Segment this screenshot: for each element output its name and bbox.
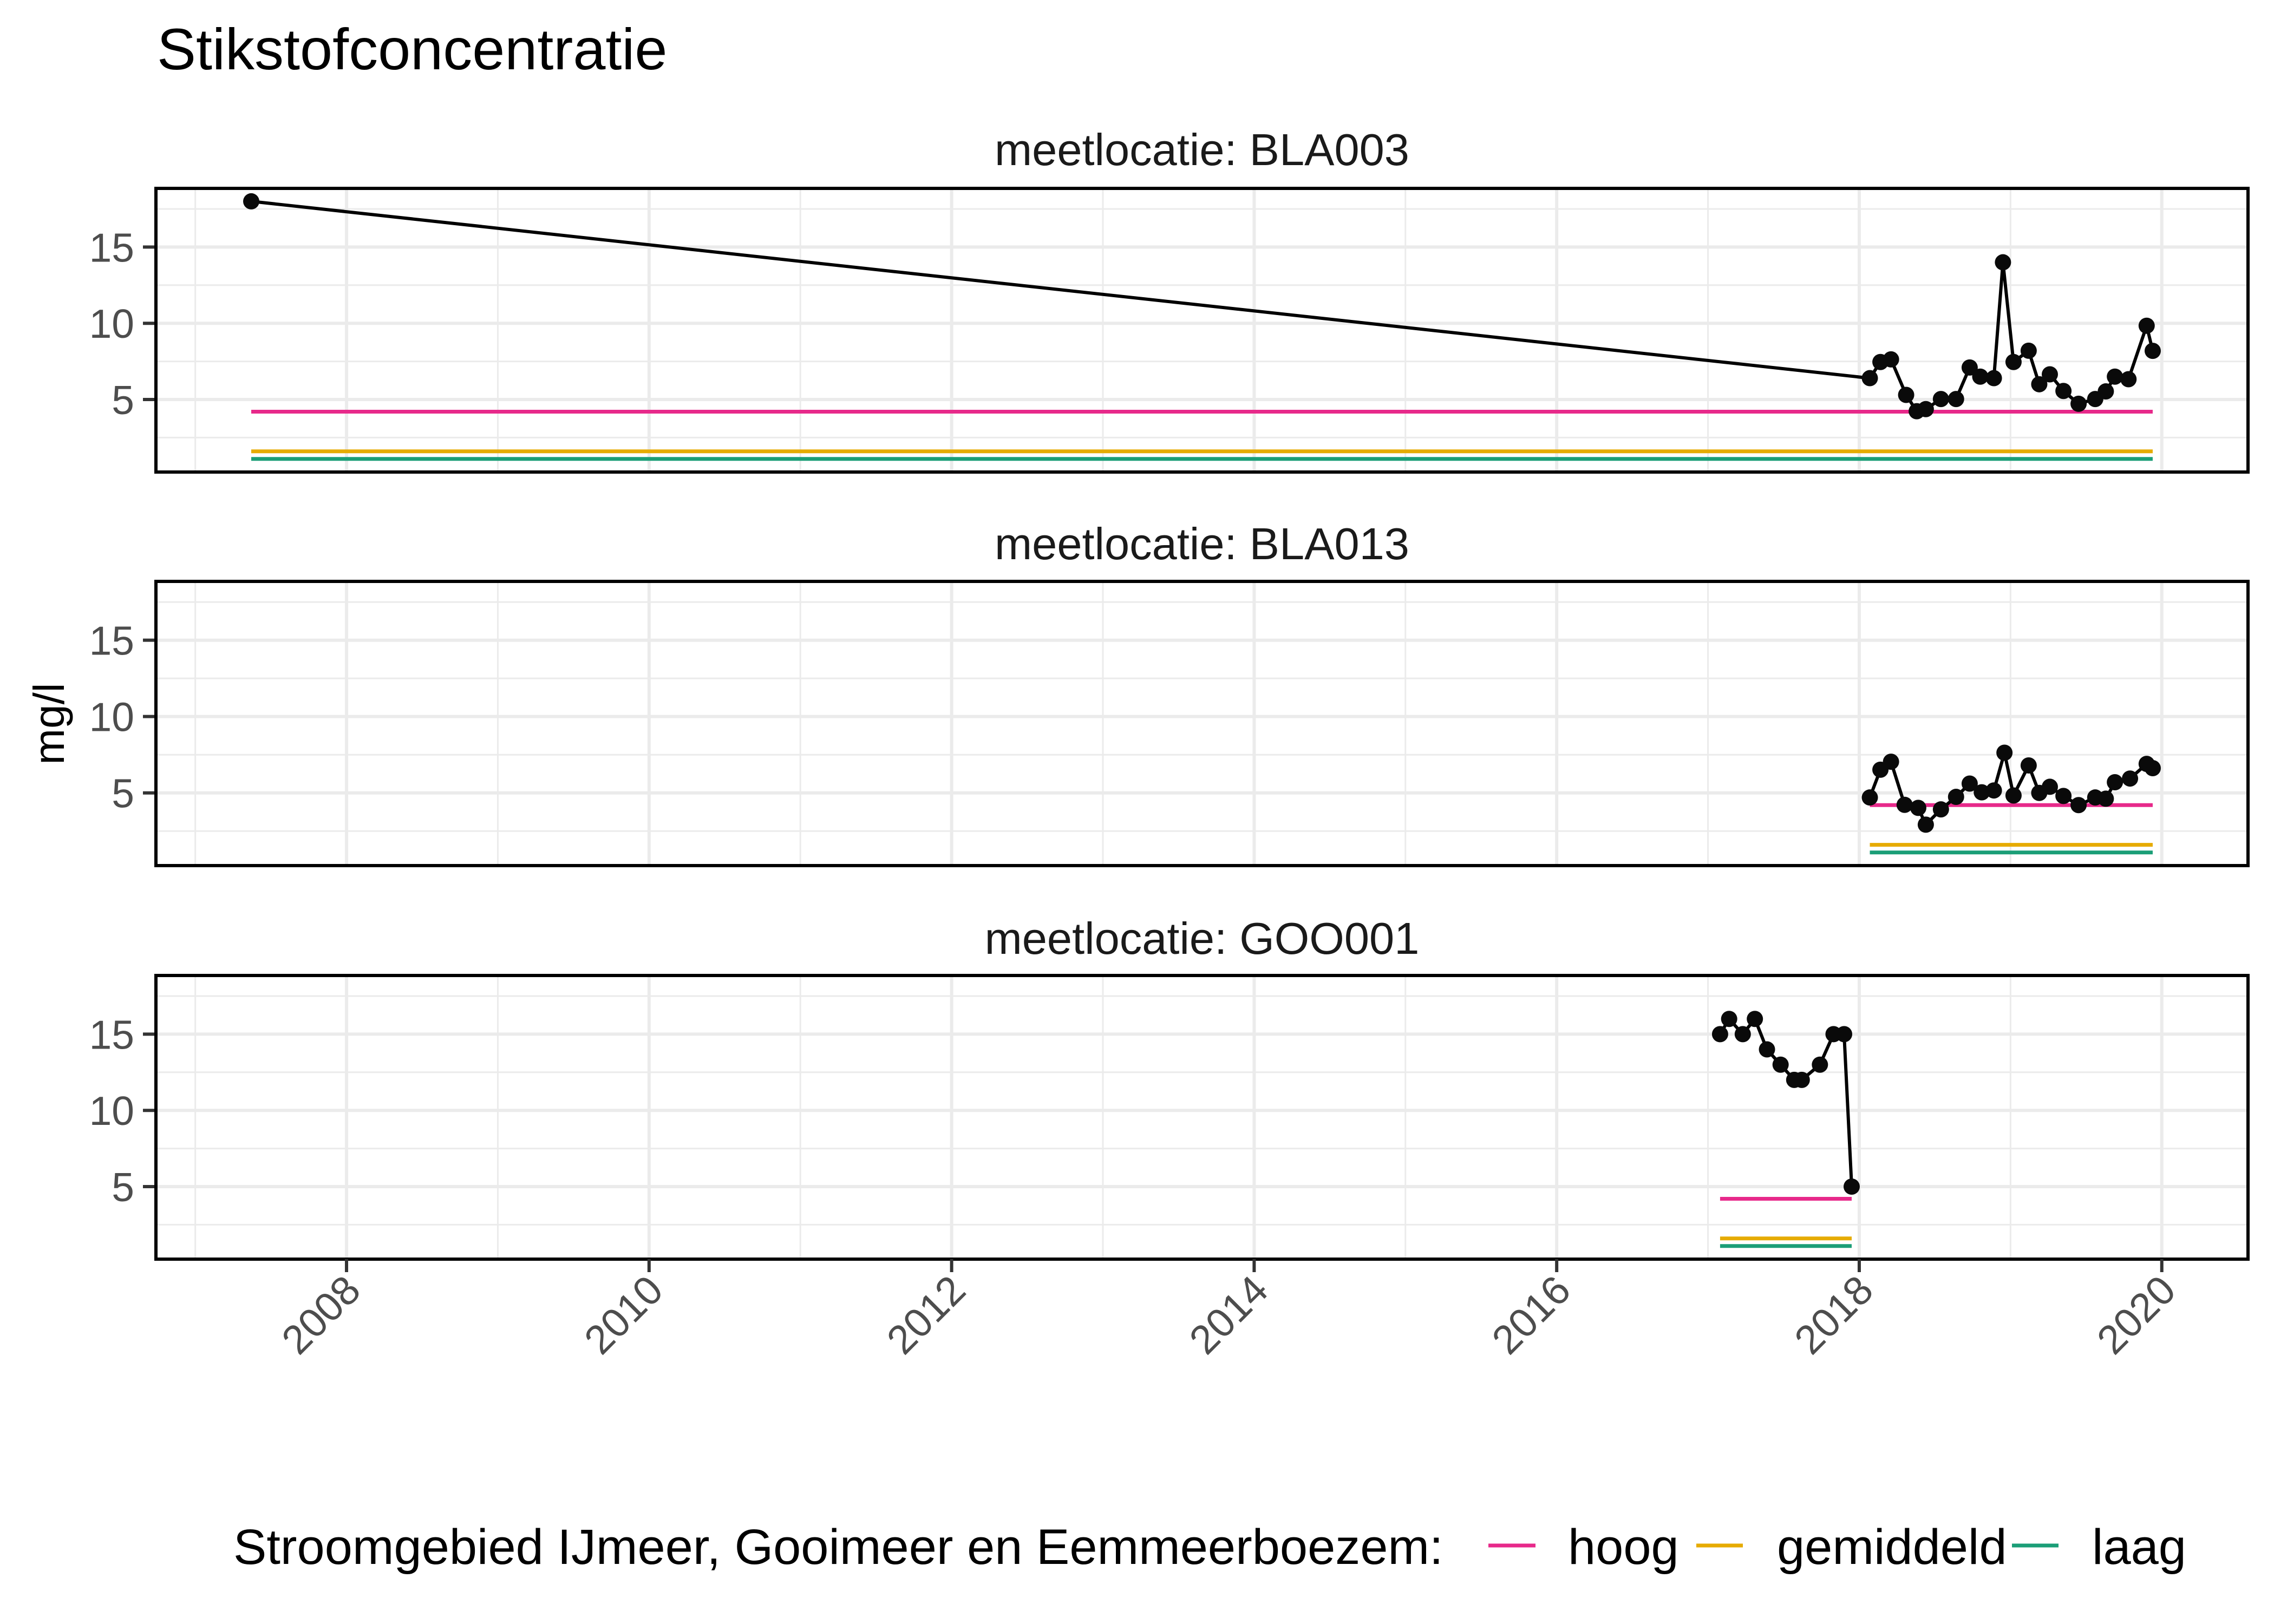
- facet-strip-label: meetlocatie: GOO001: [985, 913, 1420, 964]
- series-points: [1711, 1011, 1860, 1195]
- panel-background: [156, 975, 2248, 1259]
- facet-panel-bla013: meetlocatie: BLA013 5 10 15: [89, 519, 2250, 867]
- facet-panel-goo001: meetlocatie: GOO001 5 10 15: [89, 913, 2250, 1261]
- data-point: [1812, 1056, 1828, 1073]
- data-point: [1836, 1026, 1853, 1043]
- data-point: [2055, 788, 2072, 804]
- y-tick-label: 15: [89, 618, 134, 664]
- data-point: [2122, 770, 2139, 787]
- legend-label-laag: laag: [2092, 1520, 2186, 1575]
- series-points: [1861, 744, 2161, 833]
- data-point: [2097, 790, 2114, 807]
- data-point: [2041, 366, 2058, 383]
- data-point: [2020, 342, 2037, 359]
- data-point: [1793, 1071, 1810, 1088]
- data-point: [1910, 800, 1926, 816]
- data-point: [2070, 797, 2087, 814]
- data-point: [1974, 784, 1990, 801]
- data-point: [1932, 391, 1949, 408]
- data-point: [1734, 1026, 1751, 1043]
- data-point: [2020, 757, 2037, 774]
- data-point: [2144, 760, 2161, 777]
- data-point: [1932, 801, 1949, 818]
- y-tick-label: 15: [89, 1012, 134, 1057]
- data-point: [1861, 370, 1878, 387]
- facet-strip-label: meetlocatie: BLA013: [995, 519, 1409, 569]
- y-tick-label: 5: [112, 377, 134, 423]
- data-point: [1961, 359, 1978, 376]
- y-tick-label: 5: [112, 771, 134, 816]
- data-point: [1948, 391, 1964, 408]
- data-point: [2031, 376, 2048, 392]
- data-point: [2107, 774, 2123, 790]
- major-gridlines: [156, 975, 2248, 1259]
- data-point: [2041, 778, 2058, 795]
- facet-strip-label: meetlocatie: BLA003: [995, 125, 1409, 175]
- data-point: [1948, 789, 1964, 806]
- data-point: [2070, 395, 2087, 412]
- legend: Stroomgebied IJmeer, Gooimeer en Eemmeer…: [233, 1520, 2186, 1575]
- minor-gridlines: [156, 581, 2248, 866]
- y-tick-label: 5: [112, 1164, 134, 1210]
- minor-gridlines: [156, 975, 2248, 1259]
- data-point: [1996, 744, 2013, 761]
- data-point: [1747, 1011, 1763, 1027]
- data-point: [1898, 387, 1914, 403]
- data-point: [1883, 351, 1899, 368]
- major-gridlines: [156, 188, 2248, 472]
- data-point: [1985, 782, 2002, 799]
- panel-background: [156, 581, 2248, 866]
- y-tick-label: 10: [89, 695, 134, 740]
- data-point: [243, 193, 260, 209]
- panel-border: [154, 580, 2250, 867]
- data-point: [1961, 775, 1978, 792]
- data-point: [2055, 383, 2072, 400]
- data-point: [2120, 371, 2137, 388]
- data-point: [2107, 368, 2123, 385]
- facet-panel-bla003: meetlocatie: BLA003 5 10 15: [89, 125, 2250, 474]
- data-point: [2138, 317, 2155, 334]
- panel-border: [154, 187, 2250, 474]
- y-tick-label: 15: [89, 225, 134, 270]
- data-point: [2097, 383, 2114, 400]
- data-point: [2005, 787, 2022, 804]
- data-point: [1985, 370, 2002, 387]
- data-point: [1917, 401, 1934, 417]
- y-tick-label: 10: [89, 301, 134, 346]
- data-point: [1972, 368, 1989, 385]
- minor-gridlines: [156, 188, 2248, 472]
- data-point: [1759, 1041, 1775, 1058]
- data-point: [1721, 1011, 1737, 1027]
- data-point: [2144, 343, 2161, 359]
- legend-label-hoog: hoog: [1568, 1520, 1679, 1575]
- data-point: [1995, 254, 2011, 271]
- data-point: [1711, 1026, 1728, 1043]
- series-points: [243, 193, 2161, 420]
- data-point: [1772, 1056, 1789, 1073]
- panel-border: [154, 974, 2250, 1261]
- data-point: [1861, 789, 1878, 806]
- legend-title: Stroomgebied IJmeer, Gooimeer en Eemmeer…: [233, 1520, 1443, 1575]
- y-axis-title: mg/l: [25, 683, 73, 764]
- legend-label-gemiddeld: gemiddeld: [1777, 1520, 2007, 1575]
- data-point: [1843, 1178, 1860, 1195]
- panel-background: [156, 188, 2248, 472]
- chart-title: Stikstofconcentratie: [157, 16, 667, 82]
- data-point: [1883, 754, 1899, 770]
- data-point: [1896, 796, 1913, 813]
- data-point: [1917, 816, 1934, 833]
- data-point: [2005, 353, 2022, 370]
- y-tick-label: 10: [89, 1088, 134, 1134]
